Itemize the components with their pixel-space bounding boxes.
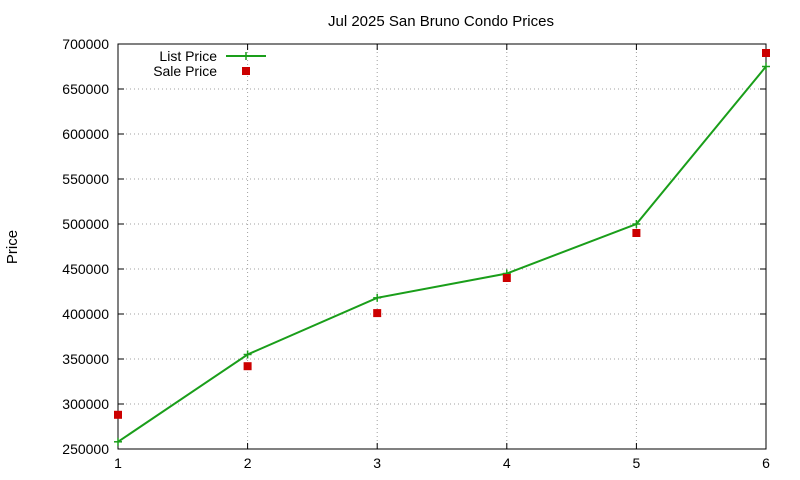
- data-point-list-price: [762, 62, 770, 71]
- data-point-list-price: [243, 350, 252, 359]
- legend-marker-sale-price: [242, 67, 250, 75]
- data-point-sale-price: [632, 229, 641, 237]
- series-line-list-price: [117, 65, 767, 443]
- data-point-sale-price: [762, 49, 770, 57]
- data-point-sale-price: [114, 410, 122, 419]
- y-axis-label: Price: [4, 230, 21, 264]
- x-tick-label: 5: [633, 455, 641, 471]
- y-tick-label: 400000: [62, 306, 109, 322]
- legend-label: Sale Price: [153, 63, 217, 79]
- y-tick-label: 700000: [62, 36, 109, 52]
- y-tick-label: 550000: [62, 171, 109, 187]
- y-tick-label: 650000: [62, 81, 109, 97]
- x-tick-label: 6: [762, 455, 770, 471]
- series: [114, 49, 770, 446]
- chart-title: Jul 2025 San Bruno Condo Prices: [328, 13, 554, 30]
- y-tick-label: 600000: [62, 126, 109, 142]
- x-tick-label: 2: [244, 455, 252, 471]
- y-tick-label: 500000: [62, 216, 109, 232]
- grid: [118, 44, 766, 449]
- plot-frame: [117, 43, 767, 450]
- x-tick-label: 1: [114, 455, 122, 471]
- x-tick-label: 4: [503, 455, 511, 471]
- axis-ticks: 1 2 3 4 5 6 250000 300000 350000 400000 450000 5000…: [62, 36, 770, 471]
- y-tick-label: 350000: [62, 351, 109, 367]
- y-tick-label: 250000: [62, 441, 109, 457]
- data-point-list-price: [373, 293, 382, 302]
- data-point-sale-price: [373, 309, 382, 318]
- legend-label: List Price: [159, 48, 217, 64]
- x-tick-label: 3: [373, 455, 381, 471]
- data-point-list-price: [632, 220, 641, 228]
- y-tick-label: 300000: [62, 396, 109, 412]
- legend-marker-list-price: [242, 52, 250, 60]
- data-point-list-price: [114, 437, 122, 446]
- y-tick-label: 450000: [62, 261, 109, 277]
- data-point-sale-price: [243, 362, 252, 371]
- data-point-sale-price: [502, 274, 511, 282]
